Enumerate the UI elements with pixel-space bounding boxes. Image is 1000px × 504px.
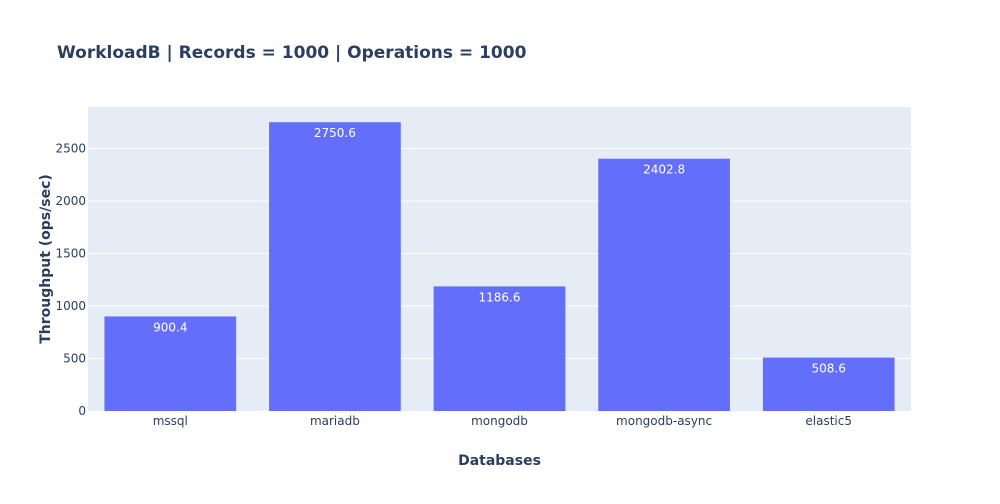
x-axis-ticks: mssql mariadb mongodb mongodb-async elastic5 xyxy=(153,414,852,428)
x-tick-label: elastic5 xyxy=(805,414,852,428)
y-tick-label: 500 xyxy=(63,352,86,366)
y-tick-label: 1500 xyxy=(55,247,86,261)
bar-mongodb-async xyxy=(598,158,730,411)
y-tick-label: 0 xyxy=(78,404,86,418)
data-label: 508.6 xyxy=(812,362,846,376)
x-tick-label: mongodb-async xyxy=(616,414,712,428)
bar-mariadb xyxy=(269,122,401,411)
bar-mongodb xyxy=(433,286,566,411)
chart-title: WorkloadB | Records = 1000 | Operations … xyxy=(57,43,527,63)
data-label: 2402.8 xyxy=(643,163,685,177)
data-labels-group: 900.4 2750.6 1186.6 2402.8 508.6 xyxy=(153,126,846,375)
x-axis-title: Databases xyxy=(458,453,541,469)
x-tick-label: mssql xyxy=(153,414,188,428)
y-tick-label: 2000 xyxy=(55,194,86,208)
data-label: 2750.6 xyxy=(314,126,356,140)
y-axis-title: Throughput (ops/sec) xyxy=(38,174,54,344)
data-label: 900.4 xyxy=(153,320,187,334)
x-tick-label: mongodb xyxy=(471,414,528,428)
x-tick-label: mariadb xyxy=(310,414,360,428)
y-tick-label: 2500 xyxy=(55,142,86,156)
data-label: 1186.6 xyxy=(479,290,521,304)
bar-mssql xyxy=(104,316,237,411)
y-tick-label: 1000 xyxy=(55,299,86,313)
bars-group xyxy=(104,122,895,411)
bar-elastic5 xyxy=(762,357,895,411)
y-axis-ticks: 0 500 1000 1500 2000 2500 xyxy=(55,142,86,418)
